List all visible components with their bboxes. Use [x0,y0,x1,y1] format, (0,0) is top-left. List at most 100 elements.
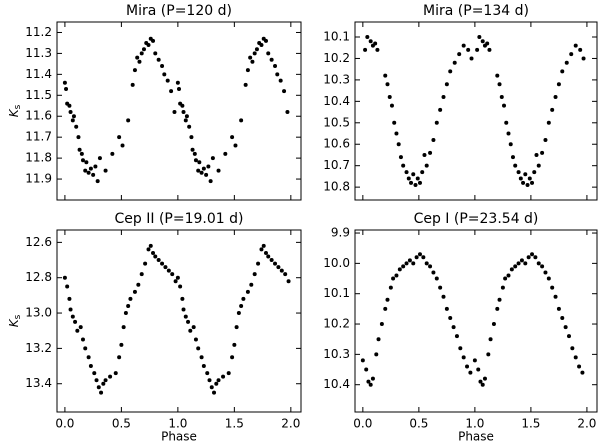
data-point [95,179,100,184]
data-point [212,390,217,395]
data-point [243,82,248,87]
data-point [241,296,246,301]
data-point [276,265,281,270]
data-point [521,180,526,185]
data-point [273,261,278,266]
data-point [181,110,186,115]
data-point [273,63,278,68]
data-point [117,355,122,360]
y-tick-label: 12.8 [25,270,52,284]
data-point [518,176,523,181]
data-point [92,371,97,376]
y-axis-label-main: K [7,318,21,327]
data-point [223,151,228,156]
y-tick-label: 11.5 [25,88,52,102]
data-point [65,284,70,289]
data-point [553,95,558,100]
data-point [123,311,128,316]
x-tick-label: 1.0 [168,417,187,431]
data-point [153,254,158,259]
data-point [80,158,85,163]
y-tick-label: 10.2 [323,317,350,331]
data-point [221,374,226,379]
data-point [110,151,115,156]
data-point [121,325,126,330]
data-point [230,135,235,140]
data-point [379,322,384,327]
y-tick-label: 11.3 [25,46,52,60]
data-point [431,270,436,275]
data-point [117,135,122,140]
data-point [530,252,535,257]
data-point [71,114,76,119]
x-axis-label: Phase [458,430,494,443]
data-point [73,319,78,324]
data-point [96,385,101,390]
data-point [478,379,483,384]
data-point [162,72,167,77]
data-point [68,307,73,312]
data-point [385,297,390,302]
data-point [79,151,84,156]
data-point [86,170,91,175]
data-point [70,314,75,319]
data-point [497,297,502,302]
y-tick-label: 10.6 [323,137,350,151]
data-point [452,60,457,65]
x-tick-label: 1.5 [521,417,540,431]
data-point [76,135,81,140]
y-tick-label: 11.6 [25,109,52,123]
data-point [180,103,185,108]
y-tick-label: 10.7 [323,158,350,172]
data-point [409,180,414,185]
data-point [166,268,171,273]
y-axis-label-sub: s [13,314,23,319]
data-point [508,142,513,147]
data-point [424,261,429,266]
data-point [560,315,565,320]
data-point [438,107,443,112]
data-point [278,78,283,83]
data-point [74,124,79,129]
y-axis-label: Ks [7,104,23,117]
data-point [487,47,492,52]
data-point [135,55,140,60]
data-point [160,63,165,68]
plot-frame [354,21,598,201]
data-point [101,381,106,386]
y-tick-label: 13.4 [25,376,52,390]
data-point [527,176,532,181]
data-point [103,378,108,383]
data-point [68,110,73,115]
data-point [181,307,186,312]
data-point [259,247,264,252]
data-point [139,51,144,56]
data-point [160,261,165,266]
data-point [448,69,453,74]
y-tick-label: 10.1 [323,30,350,44]
data-point [502,103,507,108]
data-point [201,166,206,171]
data-point [461,43,466,48]
data-point [254,47,259,52]
data-point [94,378,99,383]
x-tick-label: 2.0 [577,417,596,431]
data-point [391,276,396,281]
data-point [233,143,238,148]
data-point [188,328,193,333]
y-tick-label: 13.0 [25,306,52,320]
data-point [226,371,231,376]
x-axis-label: Phase [161,430,197,443]
data-point [383,306,388,311]
data-point [236,311,241,316]
chart-title: Mira (P=120 d) [126,3,232,19]
data-point [234,325,239,330]
data-point [266,254,271,259]
data-point [259,43,264,48]
data-point [368,382,373,387]
y-tick-label: 10.1 [323,286,350,300]
data-point [546,276,551,281]
data-point [83,168,88,173]
y-tick-label: 10.0 [323,256,350,270]
data-point [431,137,436,142]
